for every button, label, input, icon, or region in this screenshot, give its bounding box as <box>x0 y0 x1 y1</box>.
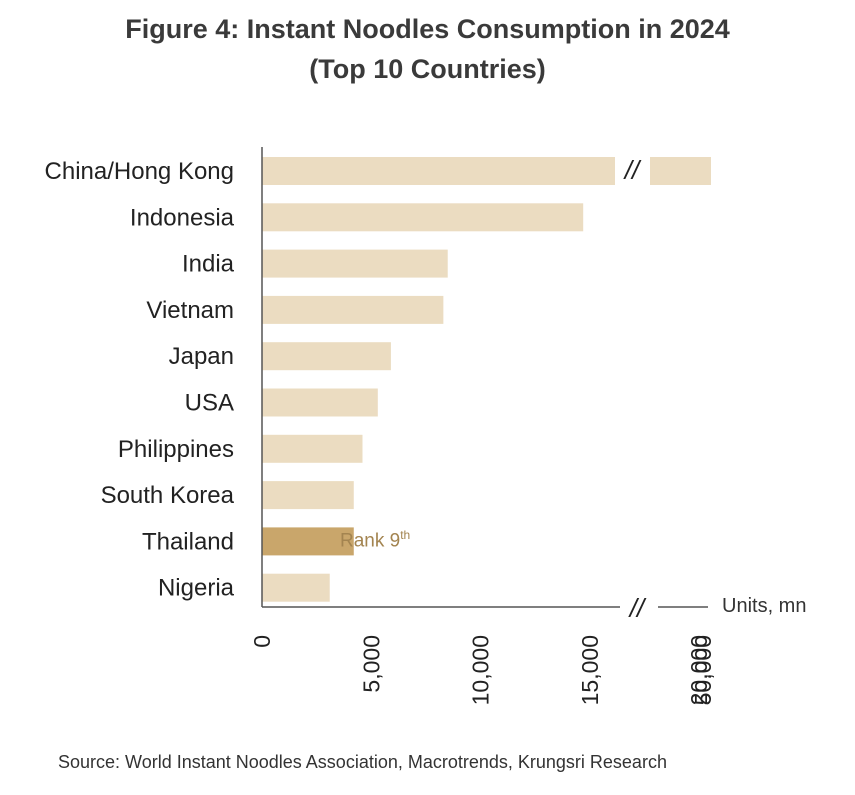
x-tick-label: 0 <box>249 635 275 648</box>
category-label: USA <box>185 390 234 417</box>
category-label: China/Hong Kong <box>45 158 234 185</box>
category-label: Vietnam <box>146 297 234 324</box>
x-tick-label: 50,000 <box>690 635 716 705</box>
bar-vietnam <box>262 295 444 324</box>
category-label: Nigeria <box>158 575 235 602</box>
bar-indonesia <box>262 203 584 232</box>
category-label: Philippines <box>118 436 234 463</box>
chart-title-line2: (Top 10 Countries) <box>309 54 546 84</box>
chart-title-line1: Figure 4: Instant Noodles Consumption in… <box>125 14 730 44</box>
bar-thailand <box>262 527 354 556</box>
bar-nigeria <box>262 573 330 602</box>
bar-break-mark: // <box>623 155 642 185</box>
rank-annotation-text: Rank 9 <box>340 530 401 552</box>
bar-china-hong-kong <box>262 157 615 185</box>
bar-philippines <box>262 434 363 463</box>
axis-break-mark: // <box>628 593 647 623</box>
category-label: South Korea <box>101 482 235 509</box>
category-label: Japan <box>169 343 234 370</box>
source-note: Source: World Instant Noodles Associatio… <box>58 752 667 772</box>
bar-china-hong-kong-continued <box>650 157 711 185</box>
bar-south-korea <box>262 481 354 510</box>
x-tick-label: 20,000 <box>686 635 712 705</box>
x-tick-label: 15,000 <box>577 635 603 705</box>
category-label: Indonesia <box>130 204 235 231</box>
rank-annotation: Rank 9th <box>340 528 410 552</box>
x-tick-label: 5,000 <box>358 635 384 693</box>
bar-japan <box>262 342 391 371</box>
rank-annotation-suffix: th <box>400 528 411 542</box>
x-axis-units-label: Units, mn <box>722 595 807 617</box>
category-label: India <box>182 251 235 278</box>
bar-usa <box>262 388 378 417</box>
category-label: Thailand <box>142 528 234 555</box>
x-tick-label: 10,000 <box>468 635 494 705</box>
bar-india <box>262 249 448 278</box>
